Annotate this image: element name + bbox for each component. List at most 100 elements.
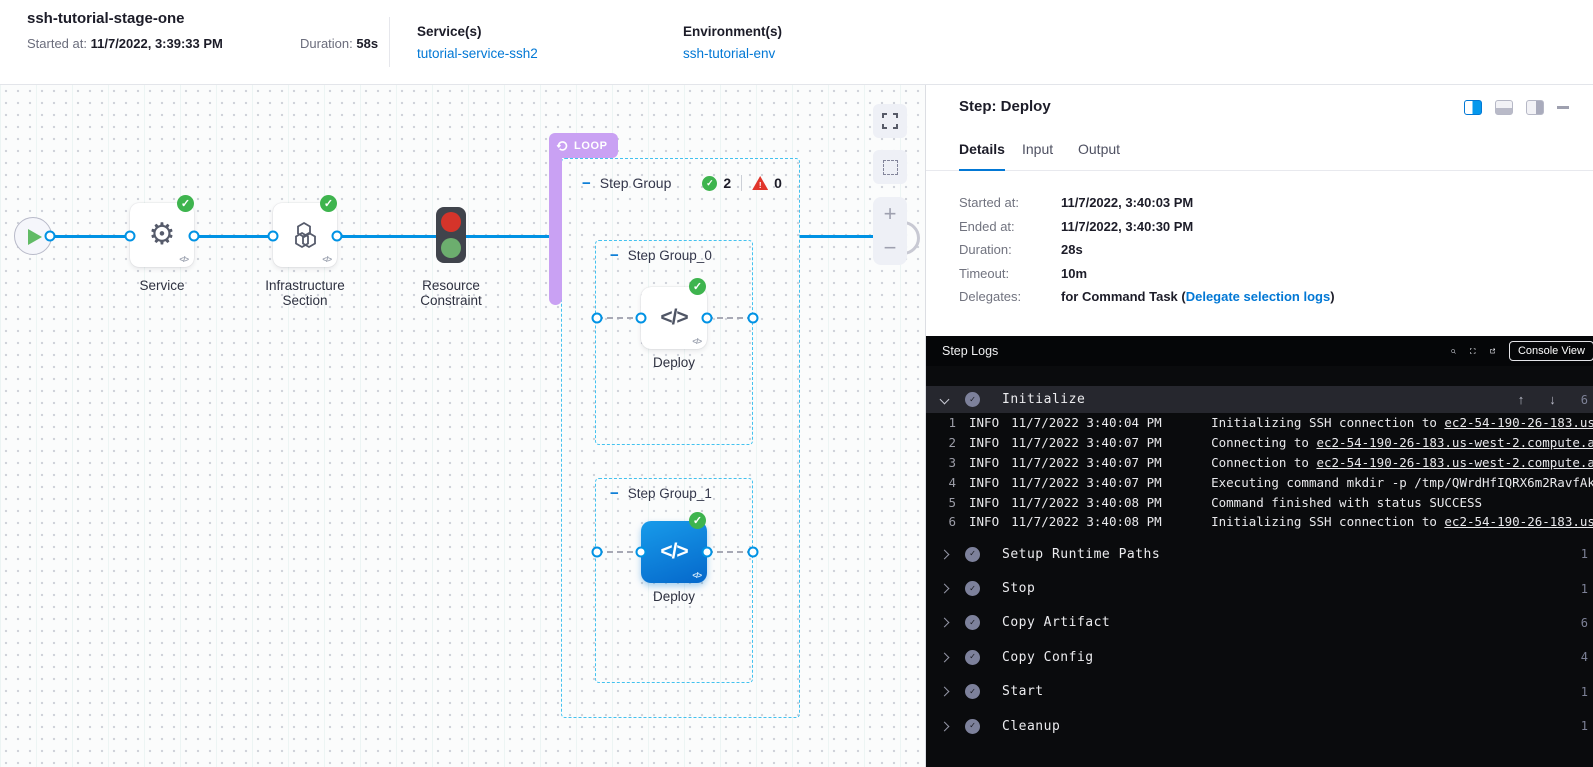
- layout-bottom-view-icon[interactable]: [1495, 100, 1513, 115]
- stage-duration: Duration: 58s: [300, 36, 379, 51]
- chevron-right-icon: [939, 721, 950, 732]
- fullscreen-logs-icon[interactable]: [1470, 343, 1476, 359]
- start-node[interactable]: [14, 217, 52, 255]
- resource-constraint-node[interactable]: [436, 207, 466, 263]
- log-line: 1 INFO 11/7/2022 3:40:04 PM Initializing S…: [948, 415, 1593, 431]
- deploy-step-label: Deploy: [652, 355, 696, 370]
- step-logs-title: Step Logs: [942, 344, 999, 358]
- host-link[interactable]: ec2-54-190-26-183.us: [1444, 415, 1593, 431]
- collapse-icon[interactable]: −: [610, 485, 619, 502]
- section-success-icon: ✓: [965, 615, 980, 631]
- pipeline-canvas[interactable]: ⚙ </> ✓ Service </> ✓ Infrastructure Sec…: [0, 85, 925, 767]
- tab-input[interactable]: Input: [1022, 141, 1054, 157]
- warning-icon: !: [752, 176, 769, 190]
- log-section-copy-config[interactable]: ✓ Copy Config 4: [926, 640, 1593, 674]
- detail-row-delegates: Delegates: for Command Task (Delegate se…: [959, 289, 1335, 304]
- connector-line: [800, 234, 888, 238]
- port: [591, 546, 603, 558]
- marquee-selection-icon: [882, 159, 898, 175]
- port: [635, 546, 647, 558]
- step-panel-title: Step: Deploy: [959, 98, 1051, 115]
- play-icon: [28, 229, 42, 245]
- section-success-icon: ✓: [965, 546, 980, 562]
- chevron-right-icon: [939, 549, 950, 560]
- chevron-right-icon: [939, 583, 950, 594]
- log-section-setup-runtime-paths[interactable]: ✓ Setup Runtime Paths 1: [926, 537, 1593, 571]
- red-light-icon: [441, 212, 461, 232]
- step-group-1-label: Step Group_1: [627, 486, 712, 501]
- log-section-cleanup[interactable]: ✓ Cleanup 1: [926, 709, 1593, 743]
- host-link[interactable]: ec2-54-190-26-183.us-west-2.compute.a: [1316, 454, 1593, 470]
- minimize-panel-icon[interactable]: [1557, 106, 1569, 109]
- log-line: 3 INFO 11/7/2022 3:40:07 PM Connection to …: [948, 454, 1593, 470]
- zoom-out-button[interactable]: −: [883, 235, 897, 260]
- tab-details[interactable]: Details: [959, 141, 1005, 171]
- host-link[interactable]: ec2-54-190-26-183.us: [1444, 514, 1593, 530]
- stats-divider: [741, 175, 743, 191]
- port: [188, 230, 200, 242]
- success-check-icon: ✓: [320, 195, 337, 212]
- delegate-selection-logs-link[interactable]: Delegate selection logs: [1185, 289, 1331, 304]
- canvas-select-button[interactable]: [873, 150, 907, 184]
- loop-icon: [556, 140, 568, 151]
- infrastructure-node[interactable]: </>: [273, 203, 337, 267]
- deploy-step-node[interactable]: </> </>: [641, 287, 707, 349]
- canvas-fullscreen-button[interactable]: [873, 104, 907, 138]
- services-column: Service(s) tutorial-service-ssh2: [417, 24, 538, 61]
- step-group-box[interactable]: [561, 158, 800, 718]
- detail-tabs: Details Input Output: [926, 137, 1593, 171]
- stage-title: ssh-tutorial-stage-one: [27, 10, 185, 27]
- environments-column: Environment(s) ssh-tutorial-env: [683, 24, 782, 61]
- log-line: 6 INFO 11/7/2022 3:40:08 PM Initializing S…: [948, 514, 1593, 530]
- success-check-icon: ✓: [689, 278, 706, 295]
- tab-output[interactable]: Output: [1078, 141, 1121, 157]
- layout-split-view-icon[interactable]: [1464, 100, 1482, 115]
- step-group-1-box[interactable]: [595, 478, 753, 683]
- chevron-right-icon: [939, 686, 950, 697]
- console-view-button[interactable]: Console View: [1508, 341, 1593, 361]
- layout-right-view-icon[interactable]: [1526, 100, 1544, 115]
- log-line: 5 INFO 11/7/2022 3:40:08 PM Command finish…: [948, 494, 1483, 510]
- resource-constraint-label: Resource Constraint: [420, 278, 482, 308]
- step-group-0-header: − Step Group_0: [610, 248, 712, 263]
- code-mini-icon: </>: [179, 255, 189, 264]
- port: [591, 312, 603, 324]
- collapse-icon[interactable]: −: [610, 247, 619, 264]
- fail-count: 0: [774, 175, 782, 191]
- green-light-icon: [441, 238, 461, 258]
- log-section-stop[interactable]: ✓ Stop 1: [926, 571, 1593, 605]
- step-group-1-header: − Step Group_1: [610, 486, 712, 501]
- collapse-icon[interactable]: −: [582, 174, 591, 192]
- port: [701, 546, 713, 558]
- loop-badge[interactable]: LOOP: [549, 133, 618, 158]
- deploy-step-node-selected[interactable]: </> </>: [641, 521, 707, 583]
- panel-layout-controls: [1464, 100, 1569, 115]
- gear-icon: ⚙: [148, 218, 176, 251]
- detail-row-ended: Ended at: 11/7/2022, 3:40:30 PM: [959, 218, 1194, 234]
- host-link[interactable]: ec2-54-190-26-183.us-west-2.compute.a: [1316, 435, 1593, 451]
- service-link[interactable]: tutorial-service-ssh2: [417, 46, 538, 61]
- fullscreen-icon: [882, 113, 898, 129]
- environment-link[interactable]: ssh-tutorial-env: [683, 46, 776, 61]
- detail-row-started: Started at: 11/7/2022, 3:40:03 PM: [959, 195, 1194, 210]
- log-section-initialize[interactable]: ✓ Initialize ↑ ↓ 6: [926, 386, 1593, 413]
- open-external-icon[interactable]: [1489, 343, 1495, 359]
- port: [267, 230, 279, 242]
- step-group-header: − Step Group ✓ 2 ! 0: [582, 175, 782, 191]
- log-section-start[interactable]: ✓ Start 1: [926, 675, 1593, 709]
- log-line: 4 INFO 11/7/2022 3:40:07 PM Executing comm…: [948, 474, 1593, 490]
- log-line: 2 INFO 11/7/2022 3:40:07 PM Connecting to …: [948, 435, 1593, 451]
- zoom-controls: + −: [873, 197, 907, 265]
- success-count: 2: [723, 175, 732, 191]
- scroll-top-button[interactable]: ↑: [1517, 392, 1525, 407]
- scroll-bottom-button[interactable]: ↓: [1549, 392, 1556, 407]
- step-group-0-box[interactable]: [595, 240, 753, 445]
- log-lines: 1 INFO 11/7/2022 3:40:04 PM Initializing S…: [926, 413, 1593, 532]
- loop-badge-label: LOOP: [574, 139, 608, 152]
- port: [747, 546, 759, 558]
- code-mini-icon: </>: [322, 255, 332, 264]
- zoom-in-button[interactable]: +: [883, 201, 897, 226]
- service-node[interactable]: ⚙ </>: [130, 203, 194, 267]
- log-section-copy-artifact[interactable]: ✓ Copy Artifact 6: [926, 606, 1593, 640]
- search-icon[interactable]: [1451, 344, 1456, 359]
